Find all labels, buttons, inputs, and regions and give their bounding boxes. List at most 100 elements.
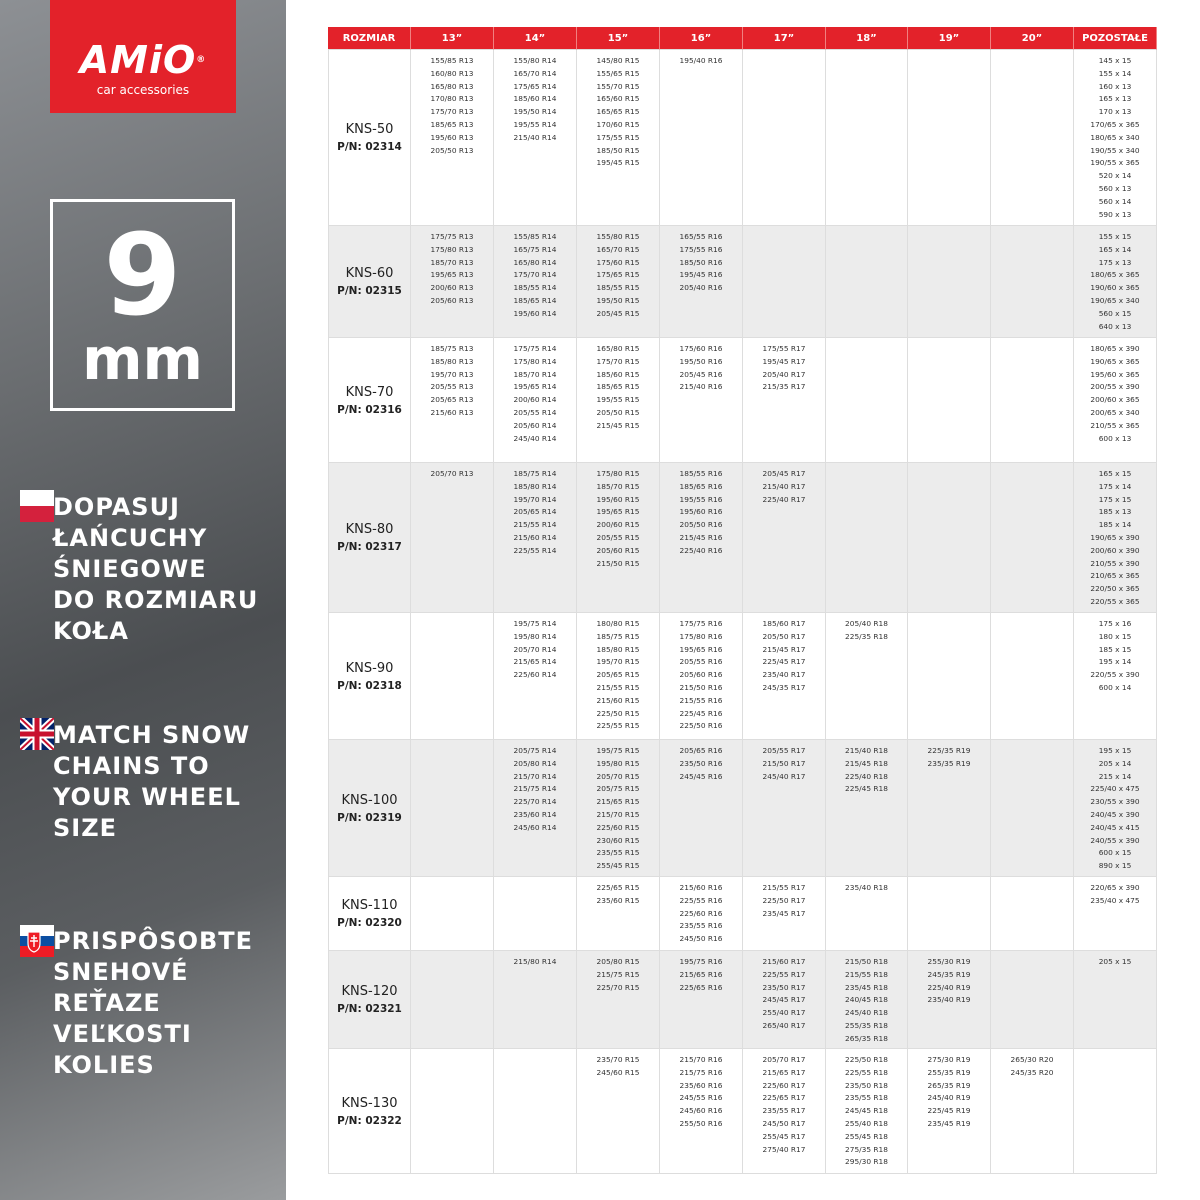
size-cell	[826, 50, 908, 226]
part-number: P/N: 02316	[329, 404, 410, 416]
side-panel: AMiO® car accessories 9 mm DOPASUJ ŁAŃCUC…	[0, 0, 286, 1200]
size-entry: 255/35 R19	[927, 1067, 971, 1077]
size-entry: 235/45 R18	[845, 982, 888, 992]
size-entry: 225/60 R15	[596, 822, 640, 832]
size-entry: 195 x 15	[1098, 746, 1132, 755]
size-cell: 275/30 R19 255/35 R19 265/35 R19 245/40 R19…	[908, 1049, 991, 1174]
size-entry: 235/55 R18	[845, 1093, 888, 1103]
size-entry: 175/60 R15	[596, 257, 640, 267]
flag-pl	[20, 490, 54, 522]
feature-line: VEĽKOSTI	[53, 1020, 192, 1048]
size-cell: 195/75 R15 195/80 R15 205/70 R15 205/75 R15…	[577, 740, 660, 877]
size-cell: 175/75 R13 175/80 R13 185/70 R13 195/65 R13…	[411, 226, 494, 338]
size-cell	[826, 226, 908, 338]
size-entry: 205/75 R14	[513, 746, 557, 755]
logo: AMiO® car accessories	[50, 0, 236, 113]
size-cell	[991, 740, 1074, 877]
size-entry: 185/65 R13	[430, 119, 474, 129]
size-cell: 215/40 R18 215/45 R18 225/40 R18 225/45 R18	[826, 740, 908, 877]
part-number: P/N: 02321	[329, 1003, 410, 1015]
model-cell: KNS-130 P/N: 02322	[328, 1049, 411, 1174]
size-entry: 155 x 14	[1098, 68, 1132, 78]
size-entry: 215/50 R17	[762, 758, 806, 768]
size-entry: 230/55 x 390	[1090, 797, 1140, 807]
size-cell: 185/60 R17 205/50 R17 215/45 R17 225/45 R17…	[743, 613, 826, 740]
part-number: P/N: 02315	[329, 285, 410, 297]
size-entry: 200/60 R14	[513, 395, 557, 405]
size-cell	[411, 1049, 494, 1174]
pn-value: 02314	[365, 141, 402, 153]
pn-value: 02315	[365, 285, 402, 297]
size-entry: 205/55 R17	[762, 746, 806, 755]
header-cell: 18”	[826, 27, 908, 50]
header-cell: 16”	[660, 27, 743, 50]
size-entry: 205/60 R14	[513, 420, 557, 430]
size-cell: 195/40 R16	[660, 50, 743, 226]
size-entry: 185/70 R15	[596, 481, 640, 491]
size-entry: 195/50 R15	[596, 295, 640, 305]
size-entry: 225/65 R17	[762, 1093, 806, 1103]
size-cell	[826, 338, 908, 463]
header-cell: 15”	[577, 27, 660, 50]
feature-line: ŚNIEGOWE	[53, 555, 207, 583]
size-entry: 215/75 R16	[679, 1067, 723, 1077]
size-entry: 215/55 R16	[679, 695, 723, 705]
size-entry: 195/65 R13	[430, 270, 474, 280]
feature-line: DO ROZMIARU	[53, 586, 259, 614]
size-entry: 205 x 14	[1098, 758, 1132, 768]
size-entry: 205/50 R15	[596, 407, 640, 417]
size-entry: 240/45 x 390	[1090, 809, 1140, 819]
pn-label: P/N:	[337, 285, 362, 297]
size-entry: 230/60 R15	[596, 835, 640, 845]
size-entry: 215 x 14	[1098, 771, 1132, 781]
size-entry: 240/55 x 390	[1090, 835, 1140, 845]
size-entry: 255/30 R19	[927, 957, 971, 966]
size-entry: 225/70 R15	[596, 982, 640, 992]
feature-line: ŁAŃCUCHY	[53, 524, 208, 552]
size-cell: 155/85 R14 165/75 R14 165/80 R14 175/70 R14…	[494, 226, 577, 338]
size-entry: 195/75 R15	[596, 746, 640, 755]
size-entry: 225/55 R14	[513, 545, 557, 555]
size-entry: 600 x 15	[1098, 848, 1132, 858]
size-entry: 245/50 R17	[762, 1118, 806, 1128]
size-entry: 185/80 R14	[513, 481, 557, 491]
size-entry: 205/50 R17	[762, 631, 806, 641]
size-entry: 155/85 R13	[430, 56, 474, 65]
size-cell	[908, 50, 991, 226]
feature-text: MATCH SNOW CHAINS TO YOUR WHEEL SIZE	[53, 720, 250, 844]
size-entry: 190/65 x 365	[1090, 356, 1140, 366]
size-cell	[991, 50, 1074, 226]
size-entry: 890 x 15	[1098, 861, 1132, 871]
feature-line: PRISPÔSOBTE	[53, 927, 254, 955]
size-entry: 175/70 R14	[513, 270, 557, 280]
size-entry: 175/80 R16	[679, 631, 723, 641]
feature-line: CHAINS TO	[53, 752, 210, 780]
size-entry: 195/50 R14	[513, 107, 557, 117]
size-entry: 205/80 R15	[596, 957, 640, 966]
size-entry: 195/45 R16	[679, 270, 723, 280]
size-entry: 215/45 R17	[762, 644, 806, 654]
size-entry: 590 x 13	[1098, 209, 1132, 219]
size-cell: 225/65 R15 235/60 R15	[577, 877, 660, 951]
badge-unit: mm	[82, 325, 203, 393]
model-name: KNS-90	[345, 660, 394, 676]
size-cell: 180/80 R15 185/75 R15 185/80 R15 195/70 R15…	[577, 613, 660, 740]
size-entry: 185/70 R13	[430, 257, 474, 267]
size-entry: 245/45 R17	[762, 995, 806, 1005]
size-entry: 185 x 14	[1098, 520, 1132, 530]
registered-mark: ®	[196, 55, 207, 65]
size-entry: 195/65 R15	[596, 507, 640, 517]
size-entry: 180/65 x 390	[1090, 344, 1140, 353]
size-entry: 195/60 x 365	[1090, 369, 1140, 379]
size-entry: 175/55 R16	[679, 244, 723, 254]
pn-value: 02316	[365, 403, 402, 416]
size-cell	[411, 740, 494, 877]
size-entry: 215/65 R17	[762, 1067, 806, 1077]
size-cell: 225/50 R18 225/55 R18 235/50 R18 235/55 R18…	[826, 1049, 908, 1174]
size-entry: 175/80 R13	[430, 244, 474, 254]
size-entry: 205/70 R15	[596, 771, 640, 781]
size-entry: 235/40 R19	[927, 995, 971, 1005]
size-entry: 185/50 R16	[679, 257, 723, 267]
size-cell	[743, 226, 826, 338]
